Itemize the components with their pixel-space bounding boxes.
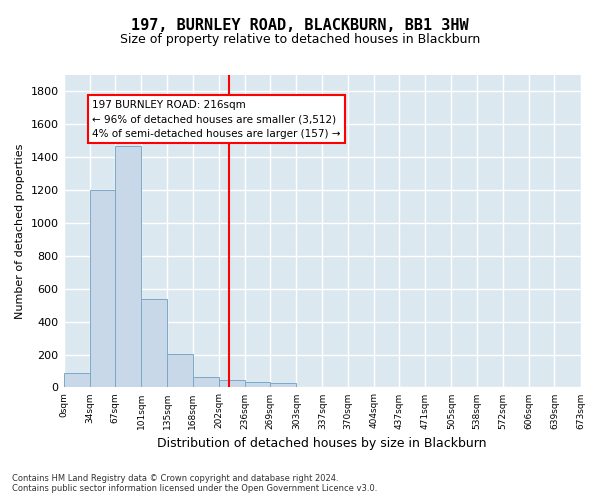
Bar <box>374 386 399 388</box>
Text: Contains public sector information licensed under the Open Government Licence v3: Contains public sector information licen… <box>12 484 377 493</box>
Text: 197 BURNLEY ROAD: 216sqm
← 96% of detached houses are smaller (3,512)
4% of semi: 197 BURNLEY ROAD: 216sqm ← 96% of detach… <box>92 100 340 140</box>
Bar <box>270 383 296 388</box>
Bar <box>193 376 219 388</box>
Text: 197, BURNLEY ROAD, BLACKBURN, BB1 3HW: 197, BURNLEY ROAD, BLACKBURN, BB1 3HW <box>131 18 469 32</box>
Bar <box>64 373 89 388</box>
Bar <box>322 386 348 388</box>
Bar <box>296 386 322 388</box>
Text: Size of property relative to detached houses in Blackburn: Size of property relative to detached ho… <box>120 32 480 46</box>
Y-axis label: Number of detached properties: Number of detached properties <box>15 144 25 319</box>
X-axis label: Distribution of detached houses by size in Blackburn: Distribution of detached houses by size … <box>157 437 487 450</box>
Bar <box>141 298 167 388</box>
Text: Contains HM Land Registry data © Crown copyright and database right 2024.: Contains HM Land Registry data © Crown c… <box>12 474 338 483</box>
Bar <box>348 386 374 388</box>
Bar <box>167 354 193 388</box>
Bar <box>115 146 141 388</box>
Bar <box>219 380 245 388</box>
Bar <box>245 382 270 388</box>
Bar <box>89 190 115 388</box>
